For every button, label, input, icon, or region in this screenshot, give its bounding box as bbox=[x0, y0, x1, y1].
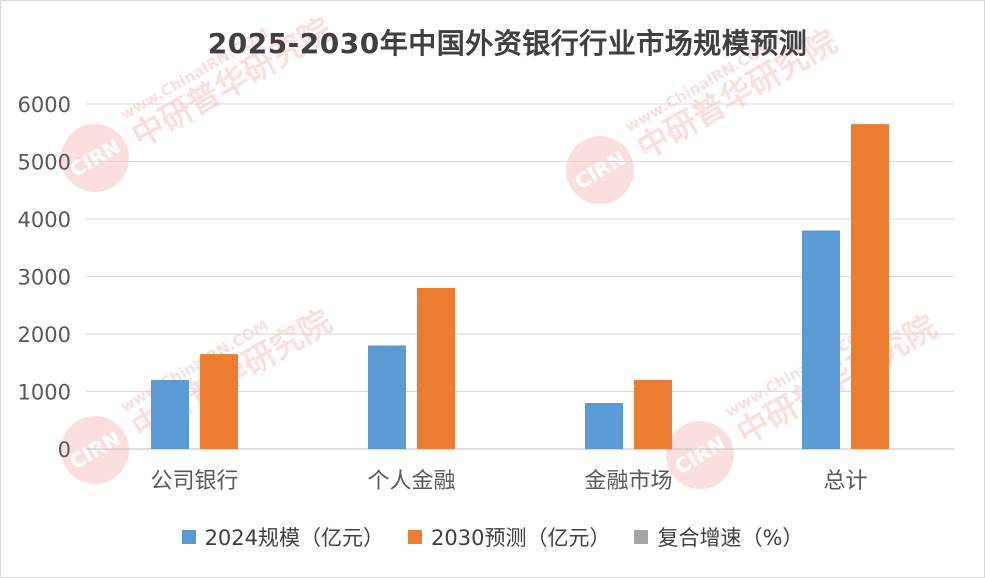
legend-swatch bbox=[408, 530, 423, 544]
x-tick-label: 个人金融 bbox=[367, 469, 455, 494]
legend-swatch bbox=[634, 530, 649, 544]
bar bbox=[151, 380, 189, 449]
bar bbox=[585, 403, 623, 449]
legend-label: 复合增速（%） bbox=[657, 526, 804, 550]
bar bbox=[200, 354, 238, 449]
watermark-logo bbox=[61, 416, 129, 484]
y-tick-label: 5000 bbox=[18, 151, 71, 175]
legend-item: 2024规模（亿元） bbox=[181, 522, 385, 552]
legend-label: 2024规模（亿元） bbox=[204, 526, 385, 550]
bar bbox=[417, 288, 455, 449]
bar bbox=[851, 124, 889, 449]
y-tick-label: 3000 bbox=[18, 266, 71, 290]
bar bbox=[802, 230, 840, 449]
x-tick-label: 总计 bbox=[823, 469, 867, 494]
y-tick-label: 0 bbox=[58, 438, 71, 462]
legend-item: 复合增速（%） bbox=[634, 522, 803, 552]
y-tick-label: 4000 bbox=[18, 208, 71, 232]
bar bbox=[368, 345, 406, 449]
legend: 2024规模（亿元） 2030预测（亿元） 复合增速（%） bbox=[0, 522, 985, 552]
watermark-logo bbox=[566, 136, 634, 204]
bar bbox=[634, 380, 672, 449]
x-tick-label: 金融市场 bbox=[584, 469, 672, 494]
chart-title: 2025-2030年中国外资银行行业市场规模预测 bbox=[207, 27, 808, 60]
y-tick-label: 1000 bbox=[18, 381, 71, 405]
y-tick-label: 2000 bbox=[18, 323, 71, 347]
watermark-logo bbox=[61, 124, 129, 192]
legend-item: 2030预测（亿元） bbox=[408, 522, 610, 552]
x-tick-label: 公司银行 bbox=[150, 469, 238, 494]
legend-label: 2030预测（亿元） bbox=[431, 526, 611, 550]
legend-swatch bbox=[181, 530, 196, 544]
y-tick-label: 6000 bbox=[18, 93, 71, 117]
watermark-logo bbox=[666, 421, 734, 489]
